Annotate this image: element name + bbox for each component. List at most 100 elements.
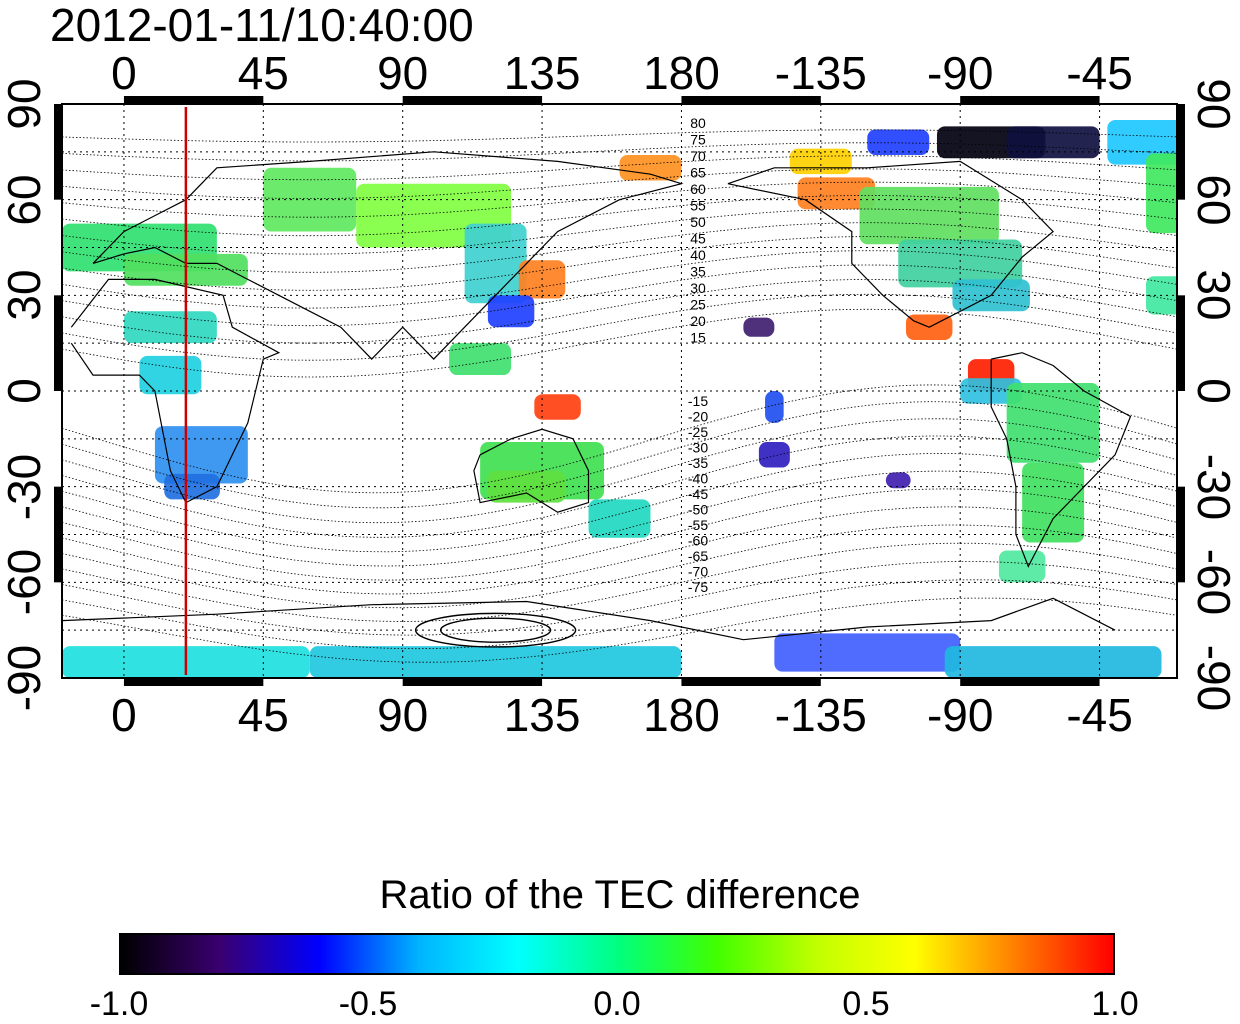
magnetic-contour bbox=[62, 452, 1177, 553]
bottom-longitude-label: 180 bbox=[643, 689, 720, 741]
contour-label-south: -25 bbox=[688, 424, 708, 440]
magnetic-contour bbox=[62, 168, 1177, 199]
right-latitude-label: 30 bbox=[1188, 269, 1240, 321]
top-longitude-label: -45 bbox=[1066, 47, 1133, 99]
colorbar-tick-label: 0.0 bbox=[593, 985, 641, 1023]
magnetic-contour bbox=[62, 208, 1177, 255]
right-axis-bar bbox=[1177, 295, 1185, 391]
colorbar-tick-label: 1.0 bbox=[1091, 985, 1139, 1023]
left-latitude-label: 90 bbox=[0, 78, 50, 130]
contour-label-north: 20 bbox=[690, 313, 706, 329]
left-axis-bar bbox=[54, 104, 62, 200]
coastlines bbox=[62, 151, 1132, 641]
tec-patch bbox=[1022, 462, 1085, 543]
right-axis-bar bbox=[1177, 104, 1185, 200]
bottom-longitude-label: 0 bbox=[111, 689, 137, 741]
contour-label-south: -35 bbox=[688, 455, 708, 471]
right-latitude-label: 90 bbox=[1188, 78, 1240, 130]
contour-label-north: 50 bbox=[690, 214, 706, 230]
contour-label-south: -30 bbox=[688, 440, 708, 456]
bottom-axis-bar bbox=[960, 678, 1100, 686]
tec-patch bbox=[487, 470, 566, 503]
contour-label-north: 55 bbox=[690, 198, 706, 214]
left-latitude-label: 30 bbox=[0, 269, 50, 321]
bottom-axis-bar bbox=[681, 678, 821, 686]
magnetic-pole-contour bbox=[414, 612, 577, 648]
tec-patch bbox=[123, 311, 217, 344]
colorbar-tick-label: 0.5 bbox=[842, 985, 890, 1023]
right-latitude-label: 0 bbox=[1188, 378, 1240, 404]
contour-label-north: 60 bbox=[690, 181, 706, 197]
top-longitude-label: -135 bbox=[774, 47, 867, 99]
contour-label-north: 30 bbox=[690, 280, 706, 296]
top-longitude-label: -90 bbox=[926, 47, 994, 99]
coastline bbox=[92, 151, 684, 360]
bottom-longitude-label: -135 bbox=[774, 689, 867, 741]
left-latitude-label: 0 bbox=[0, 378, 50, 404]
right-latitude-label: 60 bbox=[1188, 174, 1240, 226]
top-axis-bar bbox=[402, 96, 543, 104]
tec-patch bbox=[534, 394, 581, 420]
tec-patch bbox=[588, 499, 651, 538]
colorbar-title: Ratio of the TEC difference bbox=[379, 873, 861, 917]
left-axis-bar bbox=[54, 486, 62, 583]
contour-label-south: -60 bbox=[688, 533, 708, 549]
bottom-axis-bar bbox=[123, 678, 264, 686]
tec-patch bbox=[164, 473, 220, 500]
contour-label-south: -65 bbox=[688, 548, 708, 564]
magnetic-contour bbox=[62, 236, 1177, 291]
tec-patch bbox=[758, 442, 790, 468]
contour-label-south: -50 bbox=[688, 502, 708, 518]
left-latitude-label: 60 bbox=[0, 174, 50, 226]
contour-label-south: -45 bbox=[688, 486, 708, 502]
coastline bbox=[62, 597, 1116, 641]
right-axis-bar bbox=[1177, 486, 1185, 583]
magnetic-contour bbox=[62, 561, 1177, 636]
tec-patch bbox=[944, 646, 1162, 678]
contour-label-north: 80 bbox=[690, 115, 706, 131]
tec-patch bbox=[464, 223, 527, 304]
contour-label-south: -70 bbox=[688, 564, 708, 580]
magnetic-contour bbox=[62, 222, 1177, 273]
tec-patch bbox=[619, 155, 682, 181]
contour-label-north: 25 bbox=[690, 297, 706, 313]
right-latitude-label: -60 bbox=[1188, 549, 1240, 616]
tec-patch bbox=[449, 343, 512, 376]
tec-patch bbox=[859, 186, 999, 245]
magnetic-contour bbox=[62, 129, 1177, 143]
bottom-longitude-label: -90 bbox=[926, 689, 994, 741]
tec-patch bbox=[797, 177, 876, 210]
contour-label-north: 65 bbox=[690, 165, 706, 181]
contour-label-north: 70 bbox=[690, 148, 706, 164]
tec-patch bbox=[998, 550, 1046, 583]
left-latitude-label: -90 bbox=[0, 644, 50, 712]
bottom-longitude-label: 90 bbox=[377, 689, 429, 741]
magnetic-contour bbox=[62, 250, 1177, 309]
tec-patch bbox=[765, 391, 784, 423]
magnetic-contour bbox=[62, 155, 1177, 181]
magnetic-contour bbox=[62, 279, 1177, 344]
tec-patch bbox=[898, 239, 1023, 288]
tec-patch bbox=[154, 426, 248, 484]
top-longitude-label: 180 bbox=[643, 47, 720, 99]
contour-label-north: 35 bbox=[690, 264, 706, 280]
magnetic-contour bbox=[62, 195, 1177, 237]
magnetic-contour bbox=[62, 579, 1177, 650]
contour-label-north: 40 bbox=[690, 247, 706, 263]
contour-label-south: -40 bbox=[688, 471, 708, 487]
right-latitude-label: -90 bbox=[1188, 644, 1240, 712]
magnetic-contour bbox=[62, 142, 1177, 162]
tec-patch bbox=[1006, 383, 1100, 463]
axis-bars bbox=[54, 96, 1185, 686]
contour-label-south: -75 bbox=[688, 579, 708, 595]
top-longitude-label: 90 bbox=[377, 47, 429, 99]
top-longitude-label: 0 bbox=[111, 47, 137, 99]
bottom-longitude-label: 135 bbox=[503, 689, 581, 741]
top-longitude-label: 45 bbox=[237, 47, 289, 99]
coastline bbox=[70, 278, 281, 504]
colorbar-tick-label: -0.5 bbox=[338, 985, 398, 1023]
coastline bbox=[473, 428, 590, 513]
top-axis-bar bbox=[123, 96, 264, 104]
